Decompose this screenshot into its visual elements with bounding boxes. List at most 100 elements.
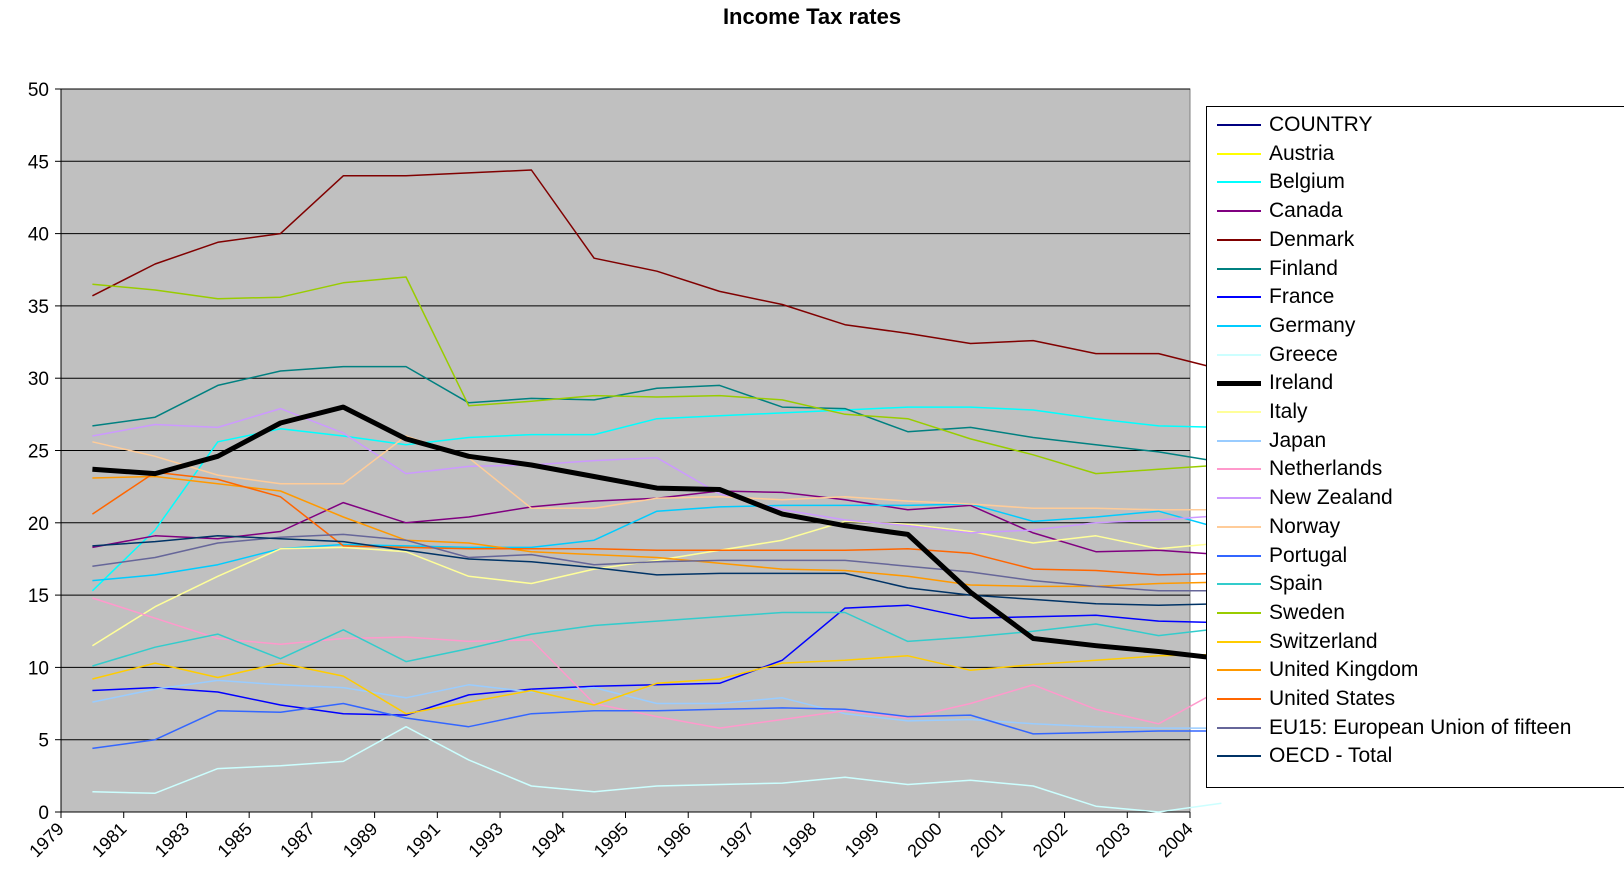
y-tick-label: 10: [28, 658, 49, 679]
x-tick-label: 1998: [778, 819, 820, 861]
x-tick-label: 1991: [402, 819, 444, 861]
x-tick-label: 2003: [1092, 819, 1134, 861]
y-tick-label: 35: [28, 297, 49, 318]
series-line-greece: [92, 725, 1222, 813]
legend-label: United Kingdom: [1269, 658, 1419, 682]
chart-title: Income Tax rates: [722, 4, 902, 29]
series-line-portugal: [92, 702, 1222, 750]
legend-item: Canada: [1217, 197, 1343, 225]
legend-swatch: [1217, 669, 1261, 672]
legend-item: United Kingdom: [1217, 656, 1418, 684]
x-tick-label: 2002: [1029, 819, 1071, 861]
legend-swatch: [1217, 468, 1261, 471]
series-line-eu15-european-union-of-fifteen: [92, 533, 1222, 592]
y-tick-label: 0: [38, 803, 49, 824]
legend-item: Denmark: [1217, 226, 1354, 254]
y-tick-label: 15: [28, 586, 49, 607]
legend-item: United States: [1217, 685, 1395, 713]
series-line-norway: [92, 435, 1222, 511]
legend-swatch: [1217, 380, 1261, 386]
legend-swatch: [1217, 324, 1261, 327]
x-tick-label: 2004: [1154, 819, 1196, 861]
x-tick-label: 1979: [25, 819, 67, 861]
legend-label: Norway: [1269, 514, 1341, 538]
legend-swatch: [1217, 210, 1261, 213]
series-line-france: [92, 604, 1222, 716]
y-tick-label: 25: [28, 442, 49, 463]
legend-item: Belgium: [1217, 168, 1345, 196]
legend: COUNTRY Austria Belgium Canada Denmark Finlan…: [1206, 106, 1624, 788]
series-line-belgium: [91, 406, 1222, 592]
legend-item: COUNTRY: [1217, 111, 1372, 139]
legend-label: Italy: [1269, 400, 1308, 423]
legend-swatch: [1217, 353, 1261, 356]
legend-label: Sweden: [1269, 600, 1345, 624]
y-tick-label: 20: [28, 514, 49, 535]
x-tick-label: 1993: [464, 819, 506, 861]
legend-label: Belgium: [1269, 170, 1345, 194]
legend-label: Switzerland: [1269, 629, 1378, 653]
legend-label: Spain: [1269, 572, 1323, 596]
series-line-denmark: [92, 169, 1222, 371]
legend-label: Portugal: [1269, 543, 1348, 567]
legend-item: Greece: [1217, 341, 1338, 369]
legend-item: OECD - Total: [1217, 742, 1392, 770]
legend-item: New Zealand: [1217, 484, 1393, 512]
y-tick-label: 50: [28, 80, 49, 101]
legend-item: France: [1217, 283, 1334, 311]
legend-swatch: [1217, 238, 1261, 241]
y-tick-label: 30: [28, 369, 49, 390]
legend-label: Netherlands: [1269, 457, 1383, 481]
legend-item: Switzerland: [1217, 628, 1378, 656]
legend-swatch: [1217, 525, 1261, 528]
y-axis: 0 5 10 15 20 25 30 35 40 45 50: [28, 80, 62, 824]
legend-label: New Zealand: [1269, 486, 1393, 510]
legend-label: United States: [1269, 687, 1396, 710]
legend-label: Ireland: [1269, 371, 1334, 395]
legend-swatch: [1217, 411, 1261, 413]
legend-label: Canada: [1269, 199, 1343, 223]
series-line-spain: [92, 611, 1222, 667]
series-line-italy: [92, 520, 1222, 647]
legend-item: Sweden: [1217, 599, 1345, 627]
legend-swatch: [1217, 124, 1261, 126]
legend-swatch: [1217, 296, 1261, 299]
legend-item: Germany: [1217, 312, 1355, 340]
legend-item: Spain: [1217, 570, 1323, 598]
x-axis: 1979 1981 1983 1985 1987 1989 1991 1993 1994 1995…: [25, 811, 1197, 861]
series-lines: [91, 169, 1222, 813]
legend-swatch: [1217, 726, 1261, 729]
legend-label: Germany: [1269, 313, 1356, 337]
legend-label: COUNTRY: [1269, 113, 1373, 136]
x-tick-label: 1981: [88, 819, 130, 861]
legend-item: EU15: European Union of fifteen: [1217, 714, 1571, 742]
series-line-united-states: [91, 471, 1222, 576]
legend-swatch: [1217, 152, 1261, 155]
legend-swatch: [1217, 267, 1261, 270]
x-tick-label: 1999: [841, 819, 883, 861]
legend-label: Denmark: [1269, 227, 1355, 251]
legend-label: OECD - Total: [1269, 744, 1393, 768]
x-tick-label: 1983: [151, 819, 193, 861]
legend-item: Italy: [1217, 398, 1308, 426]
series-line-netherlands: [92, 597, 1222, 729]
series-line-switzerland: [92, 653, 1222, 715]
legend-label: Austria: [1269, 141, 1335, 165]
series-line-sweden: [92, 276, 1222, 475]
series-line-finland: [92, 365, 1222, 463]
x-tick-label: 1995: [590, 819, 632, 861]
series-line-japan: [92, 679, 1222, 729]
legend-item: Ireland: [1217, 369, 1333, 397]
x-tick-label: 2000: [903, 819, 945, 861]
legend-swatch: [1217, 755, 1261, 758]
legend-item: Portugal: [1217, 542, 1347, 570]
legend-swatch: [1217, 640, 1261, 643]
x-tick-label: 1994: [527, 819, 569, 861]
legend-item: Japan: [1217, 427, 1326, 455]
legend-swatch: [1217, 181, 1261, 184]
legend-swatch: [1217, 583, 1261, 586]
x-tick-label: 1987: [276, 819, 318, 861]
series-line-united-kingdom: [92, 475, 1222, 588]
y-tick-label: 40: [28, 225, 49, 246]
